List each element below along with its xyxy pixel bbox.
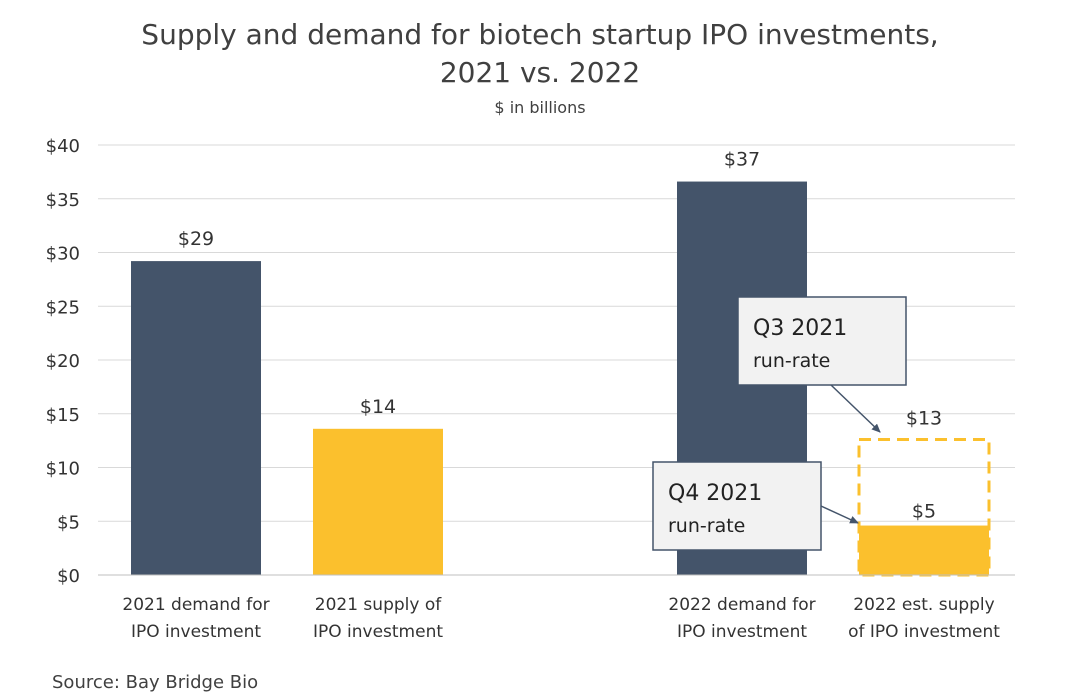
category-label: IPO investment <box>313 622 443 642</box>
y-tick-label: $10 <box>46 459 80 480</box>
annotation-title: Q3 2021 <box>753 316 847 341</box>
data-label: $5 <box>912 501 936 523</box>
bar <box>859 525 989 575</box>
category-label: 2021 supply of <box>315 595 442 615</box>
annotation-subtitle: run-rate <box>668 515 745 537</box>
category-label: 2021 demand for <box>122 595 269 615</box>
category-label: 2022 est. supply <box>853 595 994 615</box>
category-label: of IPO investment <box>848 622 1000 642</box>
annotation-arrow <box>830 384 881 433</box>
y-tick-label: $30 <box>46 244 80 265</box>
chart-title-line2: 2021 vs. 2022 <box>439 56 641 89</box>
y-tick-label: $25 <box>46 297 80 318</box>
annotation-box <box>737 296 907 386</box>
data-label: $13 <box>906 408 942 430</box>
data-label: $14 <box>360 396 396 418</box>
source-note: Source: Bay Bridge Bio <box>52 672 259 693</box>
category-label: IPO investment <box>677 622 807 642</box>
category-label: 2022 demand for <box>668 595 815 615</box>
category-label: IPO investment <box>131 622 261 642</box>
annotation-box <box>652 461 822 551</box>
data-label: $37 <box>724 149 760 171</box>
y-tick-label: $5 <box>57 512 80 533</box>
y-tick-label: $15 <box>46 405 80 426</box>
annotation-arrow <box>820 505 859 524</box>
bar <box>131 261 261 575</box>
chart-subtitle: $ in billions <box>494 98 586 117</box>
y-tick-label: $20 <box>46 351 80 372</box>
y-tick-label: $40 <box>46 136 80 157</box>
data-label: $29 <box>178 228 214 250</box>
annotation-subtitle: run-rate <box>753 350 830 372</box>
chart-title: Supply and demand for biotech startup IP… <box>141 18 939 51</box>
annotation-title: Q4 2021 <box>668 481 762 506</box>
y-tick-label: $0 <box>57 566 80 587</box>
bar <box>313 428 443 575</box>
y-tick-label: $35 <box>46 190 80 211</box>
